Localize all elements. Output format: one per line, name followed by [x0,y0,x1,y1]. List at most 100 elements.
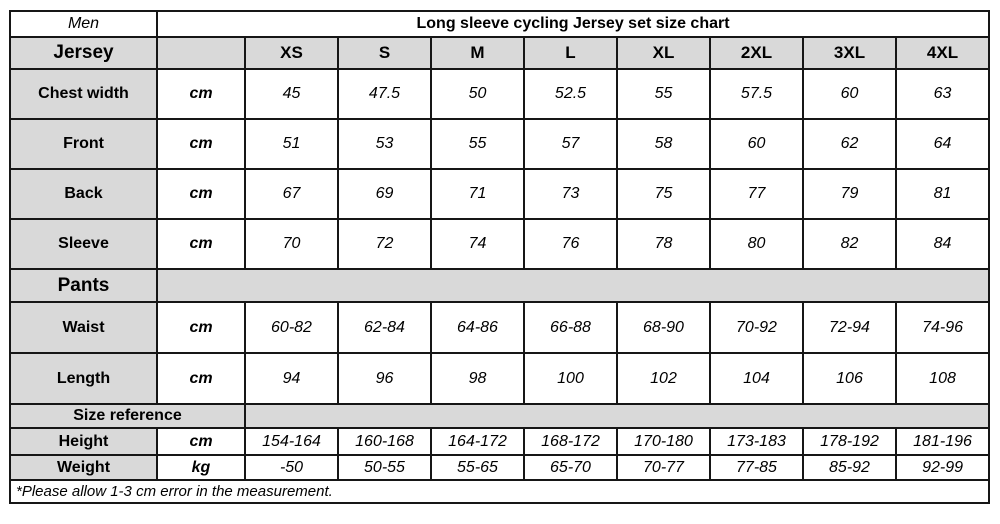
value-cell: 100 [523,352,618,405]
unit-cell: cm [156,427,246,456]
value-cell: 84 [894,218,991,270]
title-row: Men Long sleeve cycling Jersey set size … [9,10,991,38]
value-cell: 52.5 [523,68,618,120]
value-cell: 67 [244,168,339,220]
value-cell: 96 [337,352,432,405]
value-cell: 154-164 [244,427,339,456]
value-cell: 104 [709,352,804,405]
row-label-waist: Waist [9,301,158,354]
value-cell: 79 [802,168,897,220]
value-cell: 85-92 [802,454,897,481]
value-cell: 51 [244,118,339,170]
section-label-jersey: Jersey [9,36,158,70]
value-cell: 63 [894,68,991,120]
size-column-header-xs: XS [244,36,339,70]
table-row-height: Height cm 154-164 160-168 164-172 168-17… [9,427,991,456]
size-chart-table: Men Long sleeve cycling Jersey set size … [8,10,991,504]
value-cell: 72-94 [802,301,897,354]
value-cell: 53 [337,118,432,170]
value-cell: 57 [523,118,618,170]
value-cell: 102 [616,352,711,405]
value-cell: 164-172 [430,427,525,456]
size-column-header-xl: XL [616,36,711,70]
row-label-back: Back [9,168,158,220]
size-column-header-l: L [523,36,618,70]
table-row-chest-width: Chest width cm 45 47.5 50 52.5 55 57.5 6… [9,68,991,120]
pants-section-row: Pants [9,268,991,303]
value-cell: 78 [616,218,711,270]
value-cell: 173-183 [709,427,804,456]
value-cell: 168-172 [523,427,618,456]
value-cell: 69 [337,168,432,220]
value-cell: 81 [894,168,991,220]
size-column-header-s: S [337,36,432,70]
gender-label: Men [9,10,158,38]
section-label-size-reference: Size reference [9,403,246,429]
row-label-chest-width: Chest width [9,68,158,120]
value-cell: 108 [894,352,991,405]
value-cell: 60 [709,118,804,170]
value-cell: 70 [244,218,339,270]
value-cell: 64-86 [430,301,525,354]
table-row-back: Back cm 67 69 71 73 75 77 79 81 [9,168,991,220]
row-label-length: Length [9,352,158,405]
value-cell: 74 [430,218,525,270]
value-cell: 60-82 [244,301,339,354]
value-cell: 50 [430,68,525,120]
value-cell: 65-70 [523,454,618,481]
unit-cell: cm [156,218,246,270]
value-cell: 60 [802,68,897,120]
footnote: *Please allow 1-3 cm error in the measur… [8,479,991,504]
row-label-weight: Weight [9,454,158,481]
table-row-front: Front cm 51 53 55 57 58 60 62 64 [9,118,991,170]
size-reference-section-row: Size reference [9,403,991,429]
value-cell: 62 [802,118,897,170]
table-row-weight: Weight kg -50 50-55 55-65 65-70 70-77 77… [9,454,991,481]
row-label-front: Front [9,118,158,170]
value-cell: 62-84 [337,301,432,354]
section-label-pants: Pants [9,268,158,303]
size-reference-filler [243,403,991,429]
row-label-sleeve: Sleeve [9,218,158,270]
value-cell: 76 [523,218,618,270]
unit-cell: cm [156,352,246,405]
size-column-header-3xl: 3XL [802,36,897,70]
value-cell: -50 [244,454,339,481]
value-cell: 74-96 [894,301,991,354]
unit-cell: cm [156,118,246,170]
value-cell: 55-65 [430,454,525,481]
value-cell: 82 [802,218,897,270]
value-cell: 77-85 [709,454,804,481]
value-cell: 70-92 [709,301,804,354]
value-cell: 64 [894,118,991,170]
unit-cell: cm [156,301,246,354]
size-column-header-2xl: 2XL [709,36,804,70]
value-cell: 178-192 [802,427,897,456]
value-cell: 98 [430,352,525,405]
value-cell: 80 [709,218,804,270]
row-label-height: Height [9,427,158,456]
unit-cell: kg [156,454,246,481]
table-row-sleeve: Sleeve cm 70 72 74 76 78 80 82 84 [9,218,991,270]
pants-section-filler [155,268,991,303]
value-cell: 47.5 [337,68,432,120]
value-cell: 72 [337,218,432,270]
value-cell: 57.5 [709,68,804,120]
unit-cell: cm [156,68,246,120]
value-cell: 66-88 [523,301,618,354]
footnote-row: *Please allow 1-3 cm error in the measur… [8,479,991,504]
value-cell: 181-196 [894,427,991,456]
value-cell: 160-168 [337,427,432,456]
jersey-header-row: Jersey XS S M L XL 2XL 3XL 4XL [9,36,991,70]
value-cell: 73 [523,168,618,220]
table-row-length: Length cm 94 96 98 100 102 104 106 108 [9,352,991,405]
value-cell: 106 [802,352,897,405]
size-column-header-m: M [430,36,525,70]
value-cell: 92-99 [894,454,991,481]
value-cell: 55 [616,68,711,120]
value-cell: 70-77 [616,454,711,481]
unit-cell: cm [156,168,246,220]
value-cell: 170-180 [616,427,711,456]
size-header-spacer [156,36,246,70]
size-column-header-4xl: 4XL [894,36,991,70]
